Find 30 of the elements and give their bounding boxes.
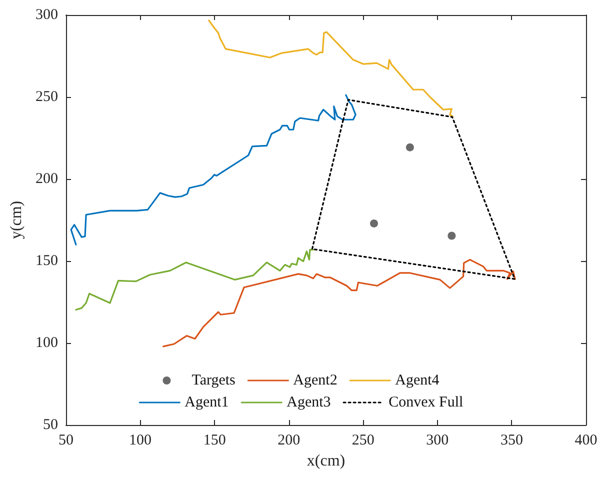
y-tick-label: 250	[36, 89, 58, 105]
x-tick-label: 50	[58, 432, 74, 448]
y-tick-label: 200	[36, 171, 58, 187]
point	[370, 219, 378, 228]
line-series	[70, 94, 356, 246]
x-tick-label: 150	[203, 432, 226, 448]
legend-label: Agent1	[184, 394, 229, 410]
x-tick-label: 200	[278, 432, 300, 448]
legend-label: Convex Full	[388, 394, 464, 410]
x-tick-label: 350	[500, 432, 523, 448]
point	[406, 143, 414, 152]
legend-label: Agent4	[395, 372, 440, 388]
line-series	[75, 248, 314, 311]
legend-label: Targets	[192, 372, 236, 388]
legend-label: Agent2	[293, 372, 338, 388]
x-tick-label: 400	[574, 432, 598, 448]
x-tick-label: 100	[129, 432, 152, 448]
y-tick-label: 100	[36, 335, 58, 351]
line-series	[208, 20, 454, 118]
y-tick-label: 150	[36, 253, 58, 269]
y-tick-label: 300	[36, 7, 58, 23]
x-axis-title: x(cm)	[306, 452, 346, 470]
x-tick-label: 300	[426, 432, 449, 448]
point	[448, 232, 456, 240]
legend-label: Agent3	[286, 394, 331, 410]
line-series	[311, 98, 516, 280]
y-axis-title: y(cm)	[8, 200, 26, 240]
y-tick-label: 50	[43, 417, 58, 433]
x-tick-label: 250	[352, 432, 374, 448]
line-series	[162, 258, 516, 348]
